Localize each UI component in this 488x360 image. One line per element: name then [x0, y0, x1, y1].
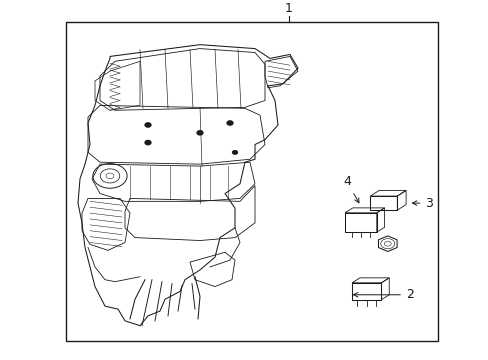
Circle shape — [145, 123, 151, 127]
Circle shape — [232, 150, 237, 154]
Text: 1: 1 — [284, 1, 292, 14]
Circle shape — [197, 131, 203, 135]
Text: 4: 4 — [343, 175, 358, 203]
Text: 3: 3 — [411, 197, 432, 210]
Text: 2: 2 — [353, 288, 413, 301]
Circle shape — [226, 121, 232, 125]
Circle shape — [145, 140, 151, 145]
Bar — [66, 22, 437, 341]
